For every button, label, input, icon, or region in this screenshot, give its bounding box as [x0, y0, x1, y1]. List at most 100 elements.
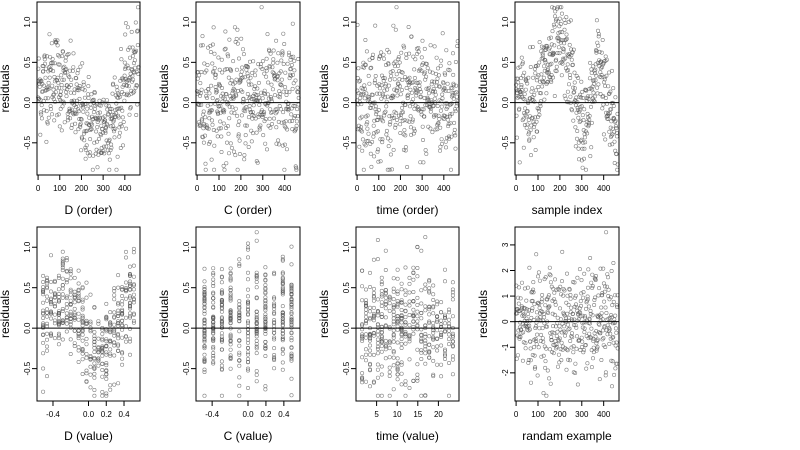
data-point [275, 60, 280, 65]
data-point [391, 349, 396, 354]
data-point [279, 83, 284, 88]
data-point [108, 109, 113, 114]
data-point [76, 109, 81, 114]
data-point [366, 131, 371, 136]
data-point [585, 297, 590, 302]
data-point [226, 101, 231, 106]
data-point [131, 311, 136, 316]
data-point [84, 101, 89, 106]
data-point [219, 319, 224, 324]
data-point [524, 125, 529, 130]
data-point [435, 76, 440, 81]
data-point [407, 281, 412, 286]
data-point [521, 330, 526, 335]
data-point [383, 290, 388, 295]
data-point [396, 57, 401, 62]
data-point [85, 111, 90, 116]
data-point [399, 336, 404, 341]
data-point [402, 75, 407, 80]
data-point [423, 334, 428, 339]
data-point [585, 285, 590, 290]
data-point [411, 277, 416, 282]
data-point [419, 348, 424, 353]
data-point [128, 300, 133, 305]
data-point [613, 118, 618, 123]
data-point [41, 308, 46, 313]
data-point [533, 336, 538, 341]
data-point [376, 115, 381, 120]
data-point [45, 121, 50, 126]
data-point [272, 77, 277, 82]
data-point [579, 335, 584, 340]
data-point [66, 51, 71, 56]
data-point [360, 298, 365, 303]
data-point [287, 89, 292, 94]
data-point [600, 106, 605, 111]
data-point [116, 313, 121, 318]
data-point [572, 86, 577, 91]
data-point [100, 331, 105, 336]
data-point [437, 84, 442, 89]
data-point [245, 64, 250, 69]
data-point [288, 72, 293, 77]
data-point [88, 137, 93, 142]
plot-frame [355, 226, 460, 402]
data-point [386, 144, 391, 149]
data-point [446, 122, 451, 127]
data-point [255, 86, 260, 91]
y-tick-label: 0.5 [182, 56, 191, 68]
data-point [577, 337, 582, 342]
data-point [68, 267, 73, 272]
data-point [519, 327, 524, 332]
data-point [450, 280, 455, 285]
data-point [440, 96, 445, 101]
data-point [263, 344, 268, 349]
data-point [242, 157, 247, 162]
data-point [114, 101, 119, 106]
data-point [267, 65, 272, 70]
data-point [384, 128, 389, 133]
data-point [431, 345, 436, 350]
data-point [249, 96, 254, 101]
data-point [591, 64, 596, 69]
data-point [542, 97, 547, 102]
x-tick-label: 0.4 [118, 410, 130, 419]
data-point [254, 270, 259, 275]
data-point [135, 102, 140, 107]
data-point [522, 123, 527, 128]
data-point [239, 69, 244, 74]
data-point [615, 167, 620, 172]
data-point [209, 108, 214, 113]
data-point [219, 57, 224, 62]
data-point [39, 112, 44, 117]
data-point [360, 355, 365, 360]
data-point [361, 87, 366, 92]
data-point [263, 304, 268, 309]
data-point [554, 344, 559, 349]
data-point [237, 305, 242, 310]
data-point [601, 94, 606, 99]
data-point [131, 282, 136, 287]
data-point [289, 317, 294, 322]
data-point [403, 320, 408, 325]
data-point [80, 101, 85, 106]
data-point [288, 67, 293, 72]
data-point [431, 297, 436, 302]
data-point [272, 355, 277, 360]
data-point [234, 77, 239, 82]
data-point [206, 87, 211, 92]
data-point [567, 326, 572, 331]
data-point [72, 328, 77, 333]
data-point [80, 105, 85, 110]
data-point [280, 285, 285, 290]
data-point [451, 96, 456, 101]
data-point [290, 72, 295, 77]
data-point [270, 87, 275, 92]
data-point [387, 341, 392, 346]
data-point [450, 357, 455, 362]
data-point [407, 333, 412, 338]
y-tick-label: 1.0 [23, 16, 32, 28]
data-point [375, 337, 380, 342]
data-point [128, 273, 133, 278]
